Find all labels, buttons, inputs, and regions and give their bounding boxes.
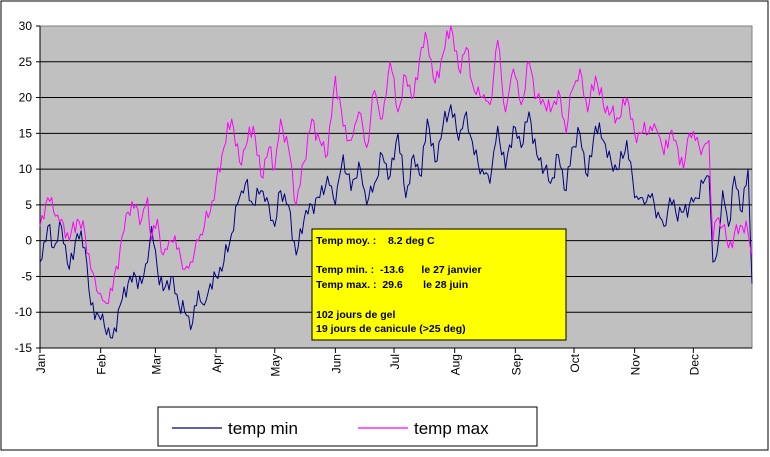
x-tick-label: Feb bbox=[95, 354, 109, 375]
y-tick-label: 0 bbox=[25, 234, 32, 248]
x-tick-label: Dec bbox=[687, 354, 701, 375]
y-tick-label: 15 bbox=[19, 126, 33, 140]
summary-line: 19 jours de canicule (>25 deg) bbox=[316, 323, 466, 335]
y-tick-label: 10 bbox=[19, 162, 33, 176]
legend-label-temp-max: temp max bbox=[414, 419, 489, 438]
y-tick-label: -10 bbox=[15, 305, 33, 319]
y-tick-label: 30 bbox=[19, 19, 33, 33]
x-tick-label: Aug bbox=[449, 354, 463, 375]
x-tick-label: Nov bbox=[629, 354, 643, 375]
x-tick-label: Apr bbox=[210, 354, 224, 373]
x-tick-label: Jan bbox=[34, 354, 48, 373]
x-tick-label: Jun bbox=[329, 354, 343, 373]
x-tick-label: Oct bbox=[568, 353, 582, 372]
legend-label-temp-min: temp min bbox=[228, 419, 298, 438]
summary-box-background bbox=[311, 228, 567, 341]
summary-line: 102 jours de gel bbox=[316, 309, 395, 321]
y-tick-label: 20 bbox=[19, 91, 33, 105]
series-line-temp-max bbox=[39, 25, 753, 305]
x-tick-label: May bbox=[269, 354, 283, 377]
legend: temp min temp max bbox=[157, 406, 538, 447]
y-tick-label: 25 bbox=[19, 55, 33, 69]
summary-line: Temp max. : 29.6 le 28 juin bbox=[316, 279, 468, 291]
series-line-temp-min bbox=[39, 104, 753, 339]
summary-box: Temp moy. : 8.2 deg C Temp min. : -13.6 … bbox=[311, 228, 567, 341]
summary-line: Temp moy. : 8.2 deg C bbox=[316, 235, 435, 247]
summary-line: Temp min. : -13.6 le 27 janvier bbox=[316, 264, 482, 276]
x-axis: Jan Feb Mar Apr May Jun Jul Aug Sep Oct Nov Dec bbox=[34, 347, 752, 377]
y-axis: -15 -10 -5 0 5 10 15 20 25 30 bbox=[15, 19, 41, 355]
x-tick-label: Sep bbox=[509, 354, 523, 376]
x-tick-label: Mar bbox=[149, 354, 163, 375]
y-tick-label: -5 bbox=[21, 269, 32, 283]
series-lines bbox=[39, 25, 753, 339]
y-tick-label: 5 bbox=[25, 198, 32, 212]
x-tick-label: Jul bbox=[388, 354, 402, 369]
y-tick-label: -15 bbox=[15, 341, 33, 355]
legend-box bbox=[157, 406, 538, 447]
